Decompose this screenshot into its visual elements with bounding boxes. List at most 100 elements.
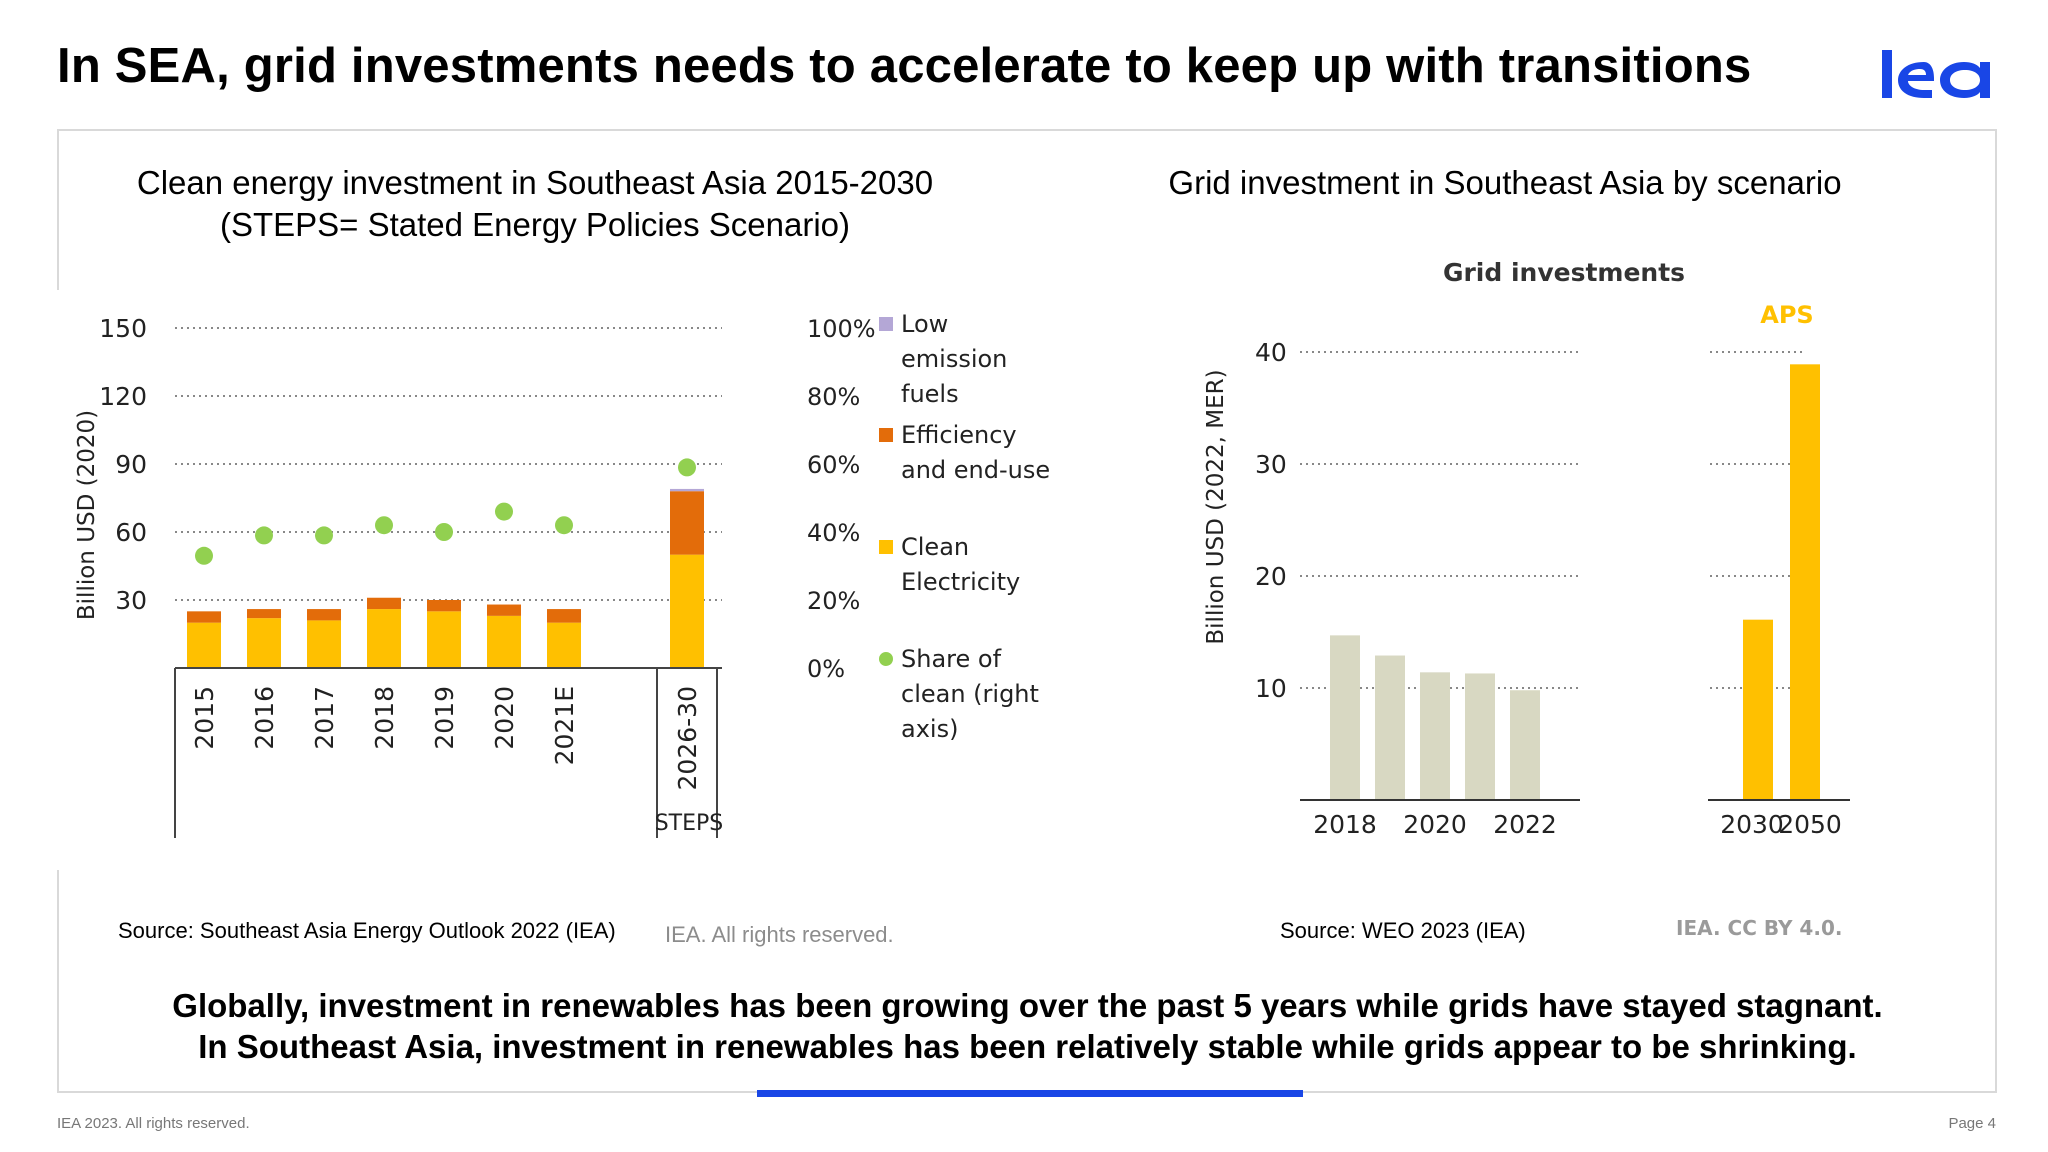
- left-bar-segment: [307, 620, 341, 668]
- grid-bar-historical: [1375, 655, 1405, 800]
- page-number: Page 4: [1948, 1115, 1996, 1132]
- left-chart-title: Clean energy investment in Southeast Asi…: [100, 162, 970, 246]
- left-share-point: [375, 516, 393, 535]
- left-bar-segment: [670, 554, 704, 668]
- right-y-tick: 40: [1255, 338, 1287, 367]
- grid-bar-historical: [1510, 690, 1540, 800]
- legend-swatch: [879, 317, 893, 331]
- left-share-point: [195, 546, 213, 565]
- left-right-y-tick: 100%: [807, 315, 876, 343]
- left-bar-segment: [547, 622, 581, 668]
- left-chart-title-line2: (STEPS= Stated Energy Policies Scenario): [219, 206, 851, 243]
- legend-swatch: [879, 652, 893, 666]
- legend-label: Electricity: [901, 568, 1020, 596]
- left-right-y-tick: 40%: [807, 519, 860, 547]
- left-x-tick: 2021E: [550, 686, 579, 765]
- right-y-tick: 30: [1255, 450, 1287, 479]
- left-x-tick: 2016: [250, 686, 279, 750]
- left-bar-segment: [670, 488, 704, 492]
- left-y-tick: 60: [115, 518, 147, 547]
- legend-label: axis): [901, 715, 958, 743]
- summary-text: Globally, investment in renewables has b…: [60, 985, 1995, 1067]
- left-y-tick: 120: [99, 382, 147, 411]
- steps-group-label: STEPS: [655, 811, 724, 836]
- legend-swatch: [879, 540, 893, 554]
- left-x-tick: 2026-30: [673, 686, 702, 790]
- right-x-tick: 2030: [1720, 810, 1784, 839]
- left-y-tick: 150: [99, 314, 147, 343]
- left-x-tick: 2020: [490, 686, 519, 750]
- grid-bar-historical: [1465, 673, 1495, 800]
- legend-swatch: [879, 428, 893, 442]
- left-bar-segment: [367, 609, 401, 668]
- left-bar-segment: [247, 618, 281, 668]
- right-y-tick-labels: 10 20 30 40: [1255, 338, 1287, 703]
- left-bar-segment: [187, 622, 221, 668]
- left-share-point: [315, 526, 333, 545]
- left-bar-segment: [487, 615, 521, 668]
- grid-bar-historical: [1330, 635, 1360, 800]
- left-share-point: [678, 458, 696, 477]
- legend-label: Low: [901, 310, 948, 338]
- legend-label: emission: [901, 345, 1007, 373]
- left-share-points: [195, 458, 696, 565]
- summary-line-2: In Southeast Asia, investment in renewab…: [198, 1028, 1857, 1065]
- left-share-point: [555, 516, 573, 535]
- left-right-y-tick: 60%: [807, 451, 860, 479]
- right-chart-title: Grid investment in Southeast Asia by sce…: [1168, 164, 1842, 201]
- legend-label: clean (right: [901, 680, 1039, 708]
- left-y-tick: 90: [115, 450, 147, 479]
- right-source: Source: WEO 2023 (IEA): [1280, 918, 1526, 943]
- right-x-tick: 2022: [1493, 810, 1557, 839]
- left-share-point: [255, 526, 273, 545]
- right-x-tick: 2018: [1313, 810, 1377, 839]
- legend-label: fuels: [901, 380, 959, 408]
- left-share-point: [435, 523, 453, 541]
- left-right-y-tick: 80%: [807, 383, 860, 411]
- left-source: Source: Southeast Asia Energy Outlook 20…: [118, 918, 616, 943]
- grid-bar-aps: [1743, 619, 1773, 800]
- left-x-tick: 2019: [430, 686, 459, 750]
- legend-label: Clean: [901, 533, 969, 561]
- legend-label: Efficiency: [901, 421, 1017, 449]
- left-stacked-bars: [187, 488, 704, 668]
- summary-line-1: Globally, investment in renewables has b…: [172, 987, 1883, 1024]
- right-y-axis-label: Billion USD (2022, MER): [1203, 369, 1229, 644]
- left-credit: IEA. All rights reserved.: [665, 922, 894, 947]
- grid-bar-aps: [1790, 364, 1820, 800]
- left-bar-segment: [247, 609, 281, 619]
- accent-bar: [757, 1090, 1303, 1097]
- legend-label: and end-use: [901, 456, 1050, 484]
- left-bar-segment: [367, 597, 401, 610]
- left-x-tick: 2017: [310, 686, 339, 750]
- right-y-tick: 10: [1255, 674, 1287, 703]
- iea-logo: [1880, 48, 2000, 105]
- grid-bar-historical: [1420, 672, 1450, 800]
- slide-title: In SEA, grid investments needs to accele…: [57, 39, 1752, 93]
- left-chart-title-line1: Clean energy investment in Southeast Asi…: [136, 164, 934, 201]
- aps-group-label: APS: [1760, 301, 1813, 329]
- left-bar-segment: [427, 611, 461, 668]
- left-x-tick-labels: 2015 2016 2017 2018 2019 2020 2021E 2026-30: [190, 686, 702, 790]
- left-share-point: [495, 502, 513, 521]
- left-legend: Low emission fuels Efficiency and end-use Cle…: [879, 310, 1050, 743]
- clean-energy-investment-chart: 30 60 90 120 150 0% 20% 40% 60% 80% 100% 2015 2016…: [57, 290, 1077, 870]
- left-x-tick: 2015: [190, 686, 219, 750]
- left-bar-segment: [427, 600, 461, 612]
- left-y-axis-label: Billion USD (2020): [74, 410, 100, 620]
- left-right-axis-tick-labels: 0% 20% 40% 60% 80% 100%: [807, 315, 876, 683]
- left-right-y-tick: 0%: [807, 655, 845, 683]
- left-right-y-tick: 20%: [807, 587, 860, 615]
- left-x-axis: [174, 667, 722, 838]
- legend-label: Share of: [901, 645, 1002, 673]
- footer-copyright: IEA 2023. All rights reserved.: [57, 1115, 250, 1132]
- right-x-tick: 2050: [1778, 810, 1842, 839]
- left-bar-segment: [187, 611, 221, 623]
- left-bar-segment: [670, 491, 704, 555]
- right-y-tick: 20: [1255, 562, 1287, 591]
- right-bars: [1330, 364, 1820, 800]
- left-y-tick-labels: 30 60 90 120 150: [99, 314, 147, 615]
- iea-logo-mark: [1882, 50, 1990, 98]
